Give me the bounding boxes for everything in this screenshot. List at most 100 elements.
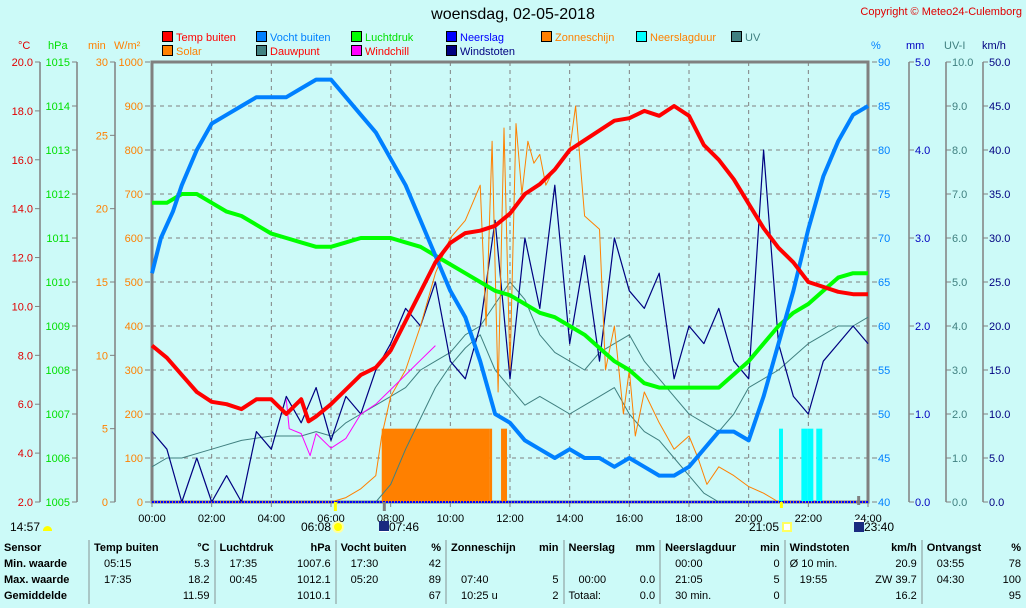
minutes-axis-unit: min [88,40,106,52]
stats-header: Luchtdruk [219,542,274,554]
stats-cell-time: 19:55 [799,574,828,586]
time-tick-label: 16:00 [616,513,644,525]
series-uv [152,334,868,503]
page-title: woensdag, 02-05-2018 [431,6,595,23]
legend-item: Solar [162,45,202,58]
stats-header: Neerslag [568,542,616,554]
temp-tick-label: 2.0 [18,497,33,509]
sunshine-bar [381,428,490,502]
stats-row: Gemiddelde 11.59 1010.1 67 10:25 u 2 Totaal: 0.… [0,588,1025,604]
stats-cell-value [530,556,565,572]
stats-cell-time: 04:30 [936,574,965,586]
sunrise-time: 06:08 [301,520,332,534]
legend-label: Neerslag [460,32,505,44]
legend-swatch [541,31,552,42]
solar-tick-label: 700 [125,189,143,201]
legend-item: Zonneschijn [541,31,614,44]
time-tick-label: 06:00 [317,513,345,525]
rain-axis-unit: mm [906,40,925,52]
weather-chart: 20.018.016.014.012.010.08.06.04.02.01015… [12,57,1011,525]
time-tick-label: 22:00 [795,513,823,525]
pressure-tick-label: 1015 [46,57,70,69]
uv-tick-label: 1.0 [952,453,967,465]
series-temp-buiten [150,104,868,424]
stats-cell-value: 2 [530,588,565,604]
stats-cell-value: 18.2 [173,572,216,588]
legend-swatch [446,31,457,42]
moonrise-time: 23:40 [864,520,895,534]
stats-header-unit: % [421,540,448,556]
uv-tick-label: 5.0 [952,277,967,289]
pressure-tick-label: 1011 [46,233,70,245]
legend-label: Zonneschijn [555,32,615,44]
uv-tick-label: 10.0 [952,57,973,69]
series-windchill [285,345,436,457]
stats-cell-value: 16.2 [863,588,923,604]
moonrise-icon [854,520,864,532]
stats-cell-value: 5 [530,572,565,588]
stats-cell-value: 100 [1002,574,1021,586]
wind-tick-label: 50.0 [989,57,1010,69]
solar-tick-label: 900 [125,101,143,113]
minutes-tick-label: 10 [96,350,108,362]
copyright: Copyright © Meteo24-Culemborg [860,6,1022,18]
humidity-tick-label: 55 [878,365,890,377]
wind-tick-label: 20.0 [989,321,1010,333]
rain-tick-label: 4.0 [915,145,930,157]
stats-header-unit: % [1011,542,1021,554]
stats-cell-time [446,556,531,572]
humidity-tick-label: 75 [878,189,890,201]
stats-cell-time: 17:35 [104,574,132,586]
time-tick-label: 10:00 [437,513,465,525]
legend-swatch [446,45,457,56]
sun-icon [334,523,343,531]
temp-tick-label: 8.0 [18,350,33,362]
stats-cell-time: 00:45 [229,574,258,586]
uv-tick-label: 9.0 [952,101,967,113]
stats-cell-value: 95 [1008,590,1021,602]
legend-item: Neerslag [446,31,504,44]
pressure-tick-label: 1008 [46,365,70,377]
solar-tick-label: 0 [137,497,143,509]
moonset-icon [379,521,389,532]
stats-cell-time: 30 min. [675,590,712,602]
legend-label: Neerslagduur [650,32,717,44]
stats-cell-time: 17:35 [229,558,258,570]
uv-axis-unit: UV-I [944,40,966,52]
pressure-tick-label: 1010 [46,277,70,289]
legend-item: Vocht buiten [256,31,331,44]
legend-item: UV [731,31,760,44]
current-time: 14:57 [10,520,41,534]
stats-cell-value: 0 [751,556,786,572]
legend-swatch [256,31,267,42]
minutes-tick-label: 5 [102,424,108,436]
series-windstoten [151,149,869,503]
rain-tick-label: 2.0 [915,321,930,333]
series-luchtdruk [152,192,868,390]
minutes-tick-label: 20 [96,204,108,216]
wind-tick-label: 25.0 [989,277,1010,289]
temp-tick-label: 10.0 [12,301,33,313]
solar-tick-label: 600 [125,233,143,245]
legend-swatch [162,31,173,42]
humidity-tick-label: 70 [878,233,890,245]
cloud-sun-icon [43,526,53,531]
wind-tick-label: 45.0 [989,101,1010,113]
legend-item: Dauwpunt [256,45,320,58]
pressure-tick-label: 1014 [46,101,70,113]
uv-tick-label: 8.0 [952,145,967,157]
solar-tick-label: 400 [125,321,143,333]
legend-label: UV [745,32,761,44]
humidity-tick-label: 40 [878,497,890,509]
legend-label: Windchill [365,46,410,58]
legend-swatch [731,31,742,42]
stats-cell-time: 05:15 [104,558,132,570]
stats-header: Neerslagduur [665,542,736,554]
uv-tick-label: 6.0 [952,233,967,245]
rain-tick-label: 5.0 [915,57,930,69]
wind-tick-label: 15.0 [989,365,1010,377]
time-tick-label: 12:00 [496,513,524,525]
legend-label: Dauwpunt [270,46,320,58]
stats-cell-time [89,588,174,604]
stats-cell-value: 42 [421,556,448,572]
